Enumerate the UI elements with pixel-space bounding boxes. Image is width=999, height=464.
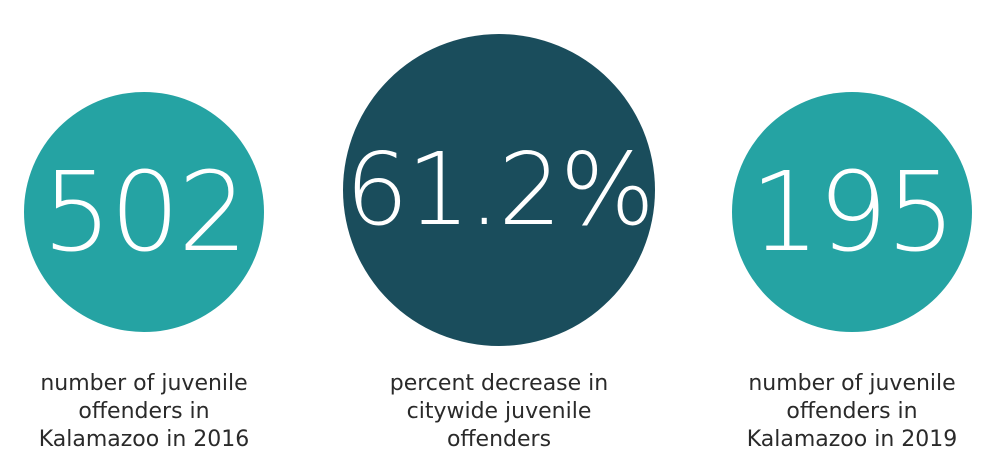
stat-value-2019: 195 [750, 148, 956, 276]
stat-circle-2019: 195 [732, 92, 972, 332]
stat-circle-2016: 502 [24, 92, 264, 332]
stat-label-2019: number of juvenile offenders in Kalamazo… [746, 371, 958, 452]
stat-value-decrease: 61.2% [345, 131, 655, 248]
stat-circle-decrease: 61.2% [343, 34, 655, 346]
stat-label-2016: number of juvenile offenders in Kalamazo… [38, 371, 250, 452]
stat-value-2016: 502 [42, 148, 248, 276]
stat-label-decrease: percent decrease in citywide juvenile of… [389, 371, 609, 452]
